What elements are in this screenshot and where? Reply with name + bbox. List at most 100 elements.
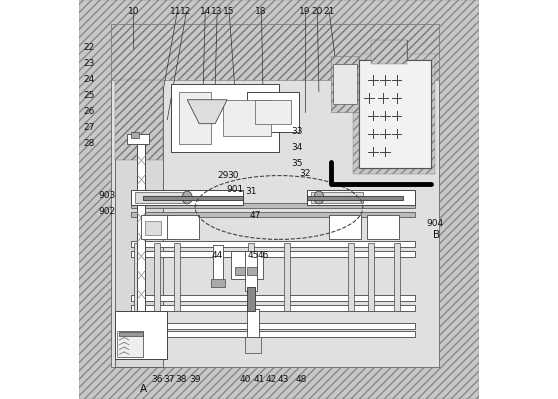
Text: 11: 11 <box>170 8 181 16</box>
Bar <box>131 295 415 301</box>
Text: 22: 22 <box>84 43 95 52</box>
Bar <box>247 267 257 275</box>
Bar <box>331 56 359 112</box>
Text: 48: 48 <box>295 375 307 383</box>
Text: 40: 40 <box>239 375 251 383</box>
Polygon shape <box>187 100 227 124</box>
Text: 904: 904 <box>426 219 443 228</box>
Bar <box>143 196 243 200</box>
Text: 42: 42 <box>266 375 277 383</box>
Text: 34: 34 <box>291 143 302 152</box>
Text: A: A <box>140 384 147 394</box>
Text: 23: 23 <box>84 59 95 68</box>
Text: 19: 19 <box>299 8 311 16</box>
Bar <box>359 60 431 168</box>
Bar <box>119 331 143 337</box>
Ellipse shape <box>182 191 192 204</box>
Bar <box>348 243 354 311</box>
Bar <box>117 311 161 359</box>
Bar <box>131 251 415 257</box>
Bar <box>136 192 187 203</box>
Bar <box>371 40 407 64</box>
Text: 28: 28 <box>84 139 95 148</box>
Text: 31: 31 <box>246 187 257 196</box>
Text: 32: 32 <box>299 169 311 178</box>
Text: 35: 35 <box>291 159 302 168</box>
Text: 24: 24 <box>84 75 95 84</box>
Text: 44: 44 <box>211 251 223 260</box>
Bar <box>174 243 180 311</box>
Text: 14: 14 <box>200 8 211 16</box>
Bar <box>211 279 225 287</box>
Bar <box>247 309 259 337</box>
Text: 38: 38 <box>176 375 187 383</box>
Text: 12: 12 <box>180 8 191 16</box>
Text: 10: 10 <box>128 8 139 16</box>
Bar <box>116 311 167 359</box>
Bar <box>131 331 415 337</box>
Text: 15: 15 <box>223 8 235 16</box>
Bar <box>367 215 399 239</box>
Text: 41: 41 <box>253 375 264 383</box>
Text: 43: 43 <box>277 375 288 383</box>
Bar <box>235 267 245 275</box>
Bar <box>353 54 435 174</box>
Bar <box>154 243 161 311</box>
Bar <box>141 215 174 239</box>
Bar <box>284 243 290 311</box>
Bar <box>127 134 150 144</box>
Text: 901: 901 <box>227 185 244 194</box>
Bar <box>131 212 415 217</box>
Text: 21: 21 <box>323 8 335 16</box>
Bar <box>311 192 363 203</box>
Bar <box>131 305 415 311</box>
Bar <box>247 287 255 311</box>
Text: 30: 30 <box>227 171 239 180</box>
Text: 903: 903 <box>99 191 116 200</box>
Bar <box>307 190 415 205</box>
Ellipse shape <box>314 191 324 204</box>
Bar <box>119 333 143 357</box>
Bar <box>145 221 161 235</box>
Text: 45: 45 <box>247 251 259 260</box>
Text: 36: 36 <box>152 375 163 383</box>
Text: 46: 46 <box>257 251 269 260</box>
Text: 29: 29 <box>218 171 229 180</box>
Text: 18: 18 <box>256 8 267 16</box>
Bar <box>131 132 140 138</box>
Text: 20: 20 <box>311 8 323 16</box>
Text: 39: 39 <box>190 375 201 383</box>
Bar <box>359 60 431 168</box>
Bar <box>116 80 163 160</box>
Bar <box>248 243 254 311</box>
Bar <box>368 243 374 311</box>
Bar <box>245 337 261 353</box>
Bar <box>137 144 145 311</box>
Text: 902: 902 <box>99 207 116 216</box>
Bar <box>247 92 299 132</box>
Bar <box>131 323 415 329</box>
Text: 37: 37 <box>163 375 175 383</box>
Bar <box>371 40 407 64</box>
Bar <box>179 92 211 144</box>
Bar <box>112 24 439 367</box>
Bar <box>307 196 403 200</box>
Bar <box>255 100 291 124</box>
Text: B: B <box>433 230 440 241</box>
Bar <box>112 24 439 80</box>
Bar <box>245 251 257 291</box>
Bar <box>134 243 141 311</box>
Text: 47: 47 <box>249 211 261 220</box>
Bar <box>171 84 279 152</box>
Bar <box>131 241 415 247</box>
Text: 26: 26 <box>84 107 95 116</box>
Bar <box>167 215 199 239</box>
Bar <box>393 243 400 311</box>
Text: 33: 33 <box>291 127 302 136</box>
Text: 13: 13 <box>211 8 223 16</box>
Bar <box>131 203 415 208</box>
Bar <box>117 331 143 357</box>
Bar <box>116 88 163 367</box>
Bar <box>119 332 142 336</box>
Bar <box>359 60 431 168</box>
